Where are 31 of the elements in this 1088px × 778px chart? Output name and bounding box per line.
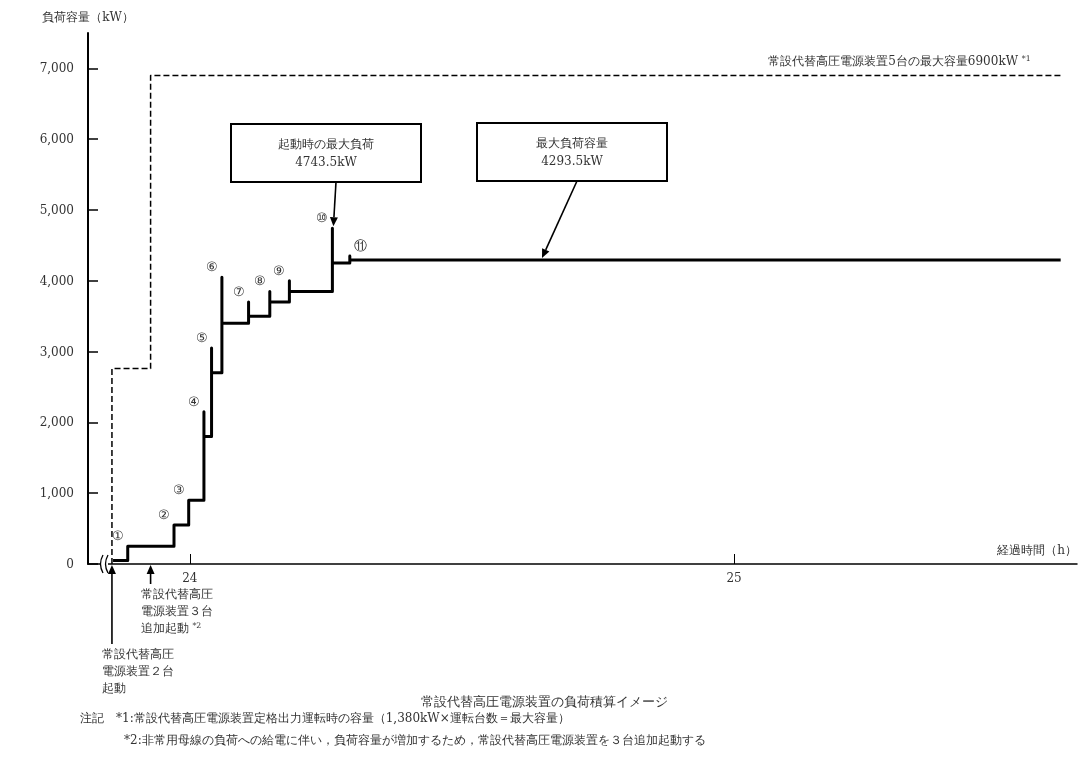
text: 常設代替高圧電源装置３台追加起動 $^{*2}$ (140, 587, 213, 635)
y-tick-label: 2,000 (39, 415, 74, 430)
y-tick-label: 3,000 (39, 344, 74, 359)
text: 常設代替高圧電源装置の負荷積算イメージ (420, 694, 668, 709)
text: 常設代替高圧電源装置２台起動 (101, 647, 174, 695)
annotation: 起動時の最大負荷 4743.5kW (278, 137, 374, 169)
x-tick-label: 24 (182, 571, 198, 585)
y-axis-title: 負荷容量（kW） (42, 10, 134, 24)
annotation: ① (111, 528, 124, 544)
annotation: ② (158, 507, 170, 523)
annotation: ⑨ (273, 262, 286, 278)
series-label: 常設代替高圧電源装置5台の最大容量6900kW $^{*1}$ (768, 53, 1031, 69)
y-tick-label: 0 (66, 557, 74, 571)
y-tick-label: 6,000 (39, 132, 74, 147)
y-tick-label: 5,000 (39, 203, 74, 217)
annotation: ⑩ (316, 210, 329, 226)
annotation: ⑦ (232, 284, 245, 300)
x-axis-title: 経過時間（h） (996, 543, 1077, 557)
annotation: ⑪ (353, 238, 367, 254)
x-tick-label: 25 (726, 571, 742, 585)
text: *2:非常用母線の負荷への給電に伴い，負荷容量が増加するため，常設代替高圧電源装置を３台追加起動する (124, 733, 706, 747)
y-tick-label: 7,000 (39, 61, 74, 76)
y-tick-label: 4,000 (39, 273, 74, 288)
annotation: 最大負荷容量 4293.5kW (536, 136, 608, 168)
annotation: ④ (187, 393, 200, 409)
annotation: ③ (172, 482, 185, 498)
text: 注記 *1:常設代替高圧電源装置定格出力運転時の容量（1,380kW×運転台数＝最大容量） (80, 711, 570, 725)
y-tick-label: 1,000 (39, 486, 74, 501)
annotation: ⑤ (195, 330, 208, 346)
annotation: ⑧ (253, 273, 266, 289)
annotation: ⑥ (205, 259, 218, 275)
